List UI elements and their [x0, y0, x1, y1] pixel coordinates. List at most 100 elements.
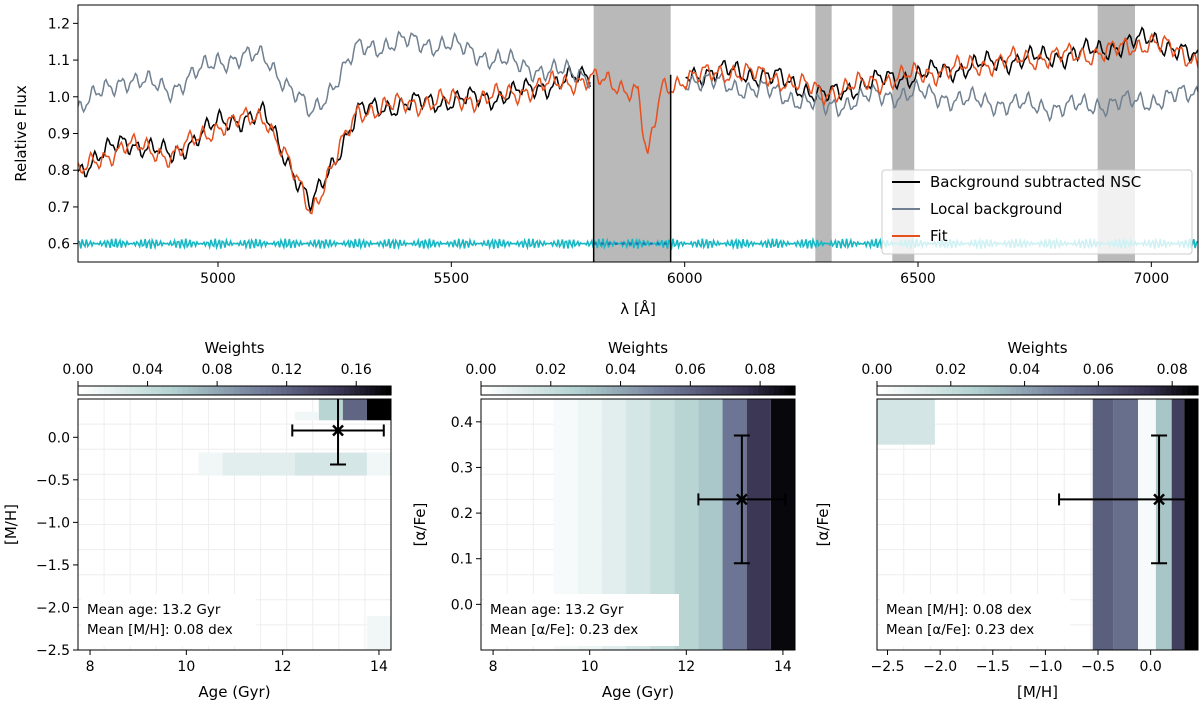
- colorbar-segment: [297, 386, 303, 395]
- colorbar-segment: [721, 386, 728, 395]
- colorbar-segment: [611, 386, 618, 395]
- mean-marker: [1153, 493, 1165, 506]
- colorbar-segment: [1085, 386, 1092, 395]
- colorbar-segment: [533, 386, 540, 395]
- y-axis-label: [α/Fe]: [411, 503, 429, 547]
- colorbar-segment: [768, 386, 775, 395]
- colorbar-segment: [1187, 386, 1194, 395]
- x-tick-label: 7000: [1134, 271, 1170, 287]
- colorbar-segment: [1171, 386, 1178, 395]
- plot-frame: [77, 398, 392, 651]
- colorbar-segment: [208, 386, 215, 395]
- heatmap-cell: [1113, 399, 1139, 650]
- legend-entry: Local background: [930, 200, 1062, 218]
- colorbar-segment: [1101, 386, 1108, 395]
- y-axis-label: Relative Flux: [12, 85, 30, 182]
- colorbar-segment: [1058, 386, 1065, 395]
- annotation-line: Mean age: 13.2 Gyr: [87, 602, 221, 618]
- colorbar-segment: [260, 386, 267, 395]
- colorbar-segment: [1107, 386, 1113, 395]
- colorbar-segment: [140, 386, 147, 395]
- y-axis-label: [α/Fe]: [814, 503, 832, 547]
- colorbar-segment: [601, 386, 608, 395]
- series-line-local-background: [77, 30, 1199, 123]
- plot-frame: [876, 398, 1199, 651]
- colorbar-segment: [78, 386, 84, 395]
- colorbar-segment: [732, 386, 739, 395]
- heatmap-cell: [1092, 399, 1114, 650]
- heatmap-column: [722, 399, 747, 650]
- colorbar-segment: [333, 386, 340, 395]
- annotation-line: Mean [α/Fe]: 0.23 dex: [490, 622, 638, 638]
- colorbar-segment: [244, 386, 251, 395]
- colorbar-segment: [1176, 386, 1183, 395]
- y-tick-label: 0.0: [48, 430, 70, 446]
- mean-marker: [735, 493, 748, 506]
- colorbar-segment: [1144, 386, 1151, 395]
- colorbar-segment: [354, 386, 361, 395]
- y-tick-label: −0.5: [36, 473, 70, 489]
- colorbar-segment: [627, 386, 634, 395]
- colorbar-segment: [156, 386, 163, 395]
- colorbar-segment: [109, 386, 116, 395]
- colorbar-segment: [512, 386, 519, 395]
- colorbar-segment: [1139, 386, 1146, 395]
- colorbar-tick-label: 0.04: [1009, 362, 1040, 378]
- colorbar-segment: [925, 386, 932, 395]
- colorbar-segment: [679, 386, 686, 395]
- colorbar-segment: [893, 386, 899, 395]
- colorbar-segment: [171, 386, 178, 395]
- legend-entry: Background subtracted NSC: [930, 173, 1141, 191]
- y-tick-label: 0.1: [451, 552, 473, 568]
- annotation-line: Mean [M/H]: 0.08 dex: [87, 622, 233, 638]
- colorbar-segment: [664, 386, 670, 395]
- colorbar-segment: [1181, 386, 1188, 395]
- heatmap-cell: [1171, 399, 1185, 650]
- colorbar-segment: [114, 386, 121, 395]
- colorbar-segment: [882, 386, 889, 395]
- x-tick-label: 14: [774, 659, 792, 675]
- colorbar-segment: [1117, 386, 1124, 395]
- colorbar-segment: [1042, 386, 1049, 395]
- colorbar-tick-label: 0.02: [535, 362, 566, 378]
- colorbar-segment: [575, 386, 582, 395]
- colorbar-segment: [1128, 386, 1135, 395]
- colorbar-segment: [83, 386, 90, 395]
- y-tick-label: 0.3: [451, 460, 473, 476]
- colorbar-segment: [590, 386, 597, 395]
- colorbar-segment: [674, 386, 681, 395]
- colorbar-segment: [276, 386, 283, 395]
- colorbar-segment: [935, 386, 942, 395]
- x-tick-label: 12: [677, 659, 695, 675]
- colorbar-segment: [957, 386, 964, 395]
- colorbar-segment: [255, 386, 262, 395]
- colorbar-tick-label: 0.08: [1157, 362, 1188, 378]
- y-tick-label: 0.8: [48, 163, 70, 179]
- colorbar-segment: [166, 386, 173, 395]
- y-axis-label: [M/H]: [2, 504, 20, 545]
- colorbar-segment: [213, 386, 220, 395]
- colorbar-segment: [1112, 386, 1119, 395]
- colorbar-segment: [328, 386, 335, 395]
- colorbar-segment: [344, 386, 350, 395]
- colorbar-segment: [617, 386, 623, 395]
- colorbar-segment: [1080, 386, 1087, 395]
- colorbar-segment: [941, 386, 948, 395]
- x-tick-label: −1.0: [1028, 659, 1062, 675]
- colorbar-segment: [286, 386, 293, 395]
- colorbar-segment: [580, 386, 587, 395]
- colorbar-segment: [239, 386, 246, 395]
- colorbar-segment: [501, 386, 508, 395]
- colorbar-segment: [93, 386, 100, 395]
- colorbar-tick-label: 0.06: [1083, 362, 1114, 378]
- x-axis-label: [M/H]: [1017, 683, 1058, 701]
- colorbar-segment: [978, 386, 985, 395]
- colorbar-segment: [491, 386, 498, 395]
- y-tick-label: 0.7: [48, 200, 70, 216]
- colorbar-segment: [528, 386, 534, 395]
- age-metallicity-panel: Mean age: 13.2 Gyr Mean [M/H]: 0.08 dex 8 1…: [2, 339, 392, 701]
- heatmap-cell: [342, 399, 367, 421]
- spectrum-panel: 5000 5500 6000 6500 7000 0.6 0.7 0.8 0.9 1.0 1.1 1.…: [12, 4, 1199, 318]
- annotation-line: Mean [M/H]: 0.08 dex: [886, 602, 1032, 618]
- colorbar-segment: [1037, 386, 1044, 395]
